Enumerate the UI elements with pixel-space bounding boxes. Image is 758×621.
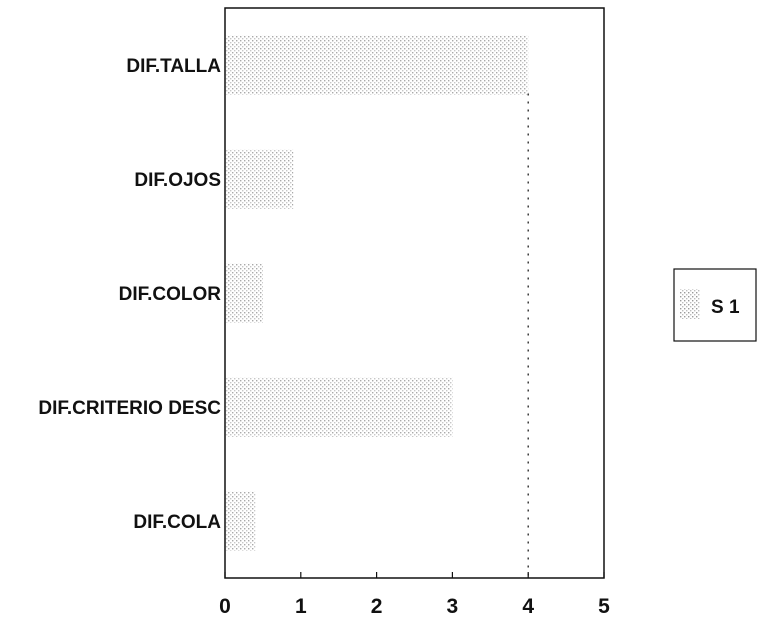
x-tick-label: 2 [371,595,383,618]
bars-layer [225,35,529,551]
category-label: DIF.CRITERIO DESC [38,398,221,419]
bar-dif-color [225,263,263,323]
legend: S 1 [673,268,757,342]
bar-dif-talla [225,35,529,95]
legend-label-s1: S 1 [711,297,740,318]
category-labels: DIF.TALLA DIF.OJOS DIF.COLOR DIF.CRITERIO D… [38,56,221,533]
category-label: DIF.TALLA [126,56,221,77]
x-tick-label: 0 [219,595,231,618]
x-tick-label: 3 [447,595,459,618]
plot-frame [224,7,605,579]
bar-dif-cola [225,491,256,551]
category-label: DIF.OJOS [134,170,221,191]
x-tick-label: 5 [598,595,610,618]
bar-dif-criterio-desc [225,377,453,437]
category-label: DIF.COLOR [119,284,222,305]
bar-dif-ojos [225,149,294,209]
category-label: DIF.COLA [133,512,221,533]
legend-box [673,268,757,342]
x-axis-ticks: 0 1 2 3 4 5 [219,572,610,618]
legend-swatch [680,289,700,319]
x-tick-label: 4 [522,595,534,618]
x-tick-label: 1 [295,595,307,618]
